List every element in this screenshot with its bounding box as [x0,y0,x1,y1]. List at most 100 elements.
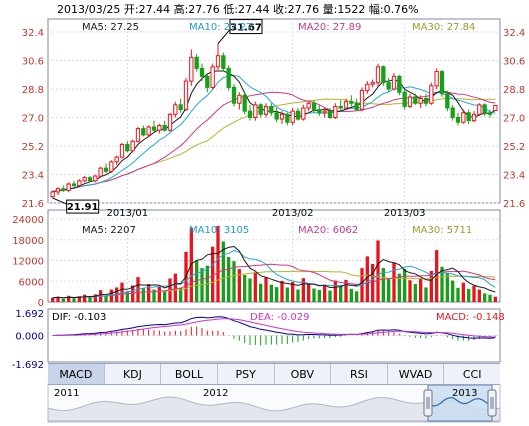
price-y-tick-left: 30.6 [22,57,44,68]
candle-down [455,117,461,123]
candle-down [285,113,290,123]
volume-bar [88,297,92,302]
high-callout-box [229,19,263,35]
dea-line [52,318,496,338]
volume-bar [152,289,156,302]
volume-bar [248,278,252,302]
tab-obv[interactable]: OBV [275,364,332,384]
volume-bar [163,290,167,302]
volume-bar [141,288,145,302]
price-y-tick-left: 25.2 [22,142,44,153]
volume-bar [413,284,417,302]
high-price-label: 31.67 [230,23,262,34]
volume-bar [488,294,492,302]
volume-bar [243,275,247,302]
candle-down [178,104,183,111]
candle-up [418,98,423,104]
volume-bar [365,256,369,302]
candle-up [77,180,82,187]
candle-up [365,83,370,92]
volume-legend-ma30: MA30: 5711 [412,225,472,236]
candle-down [338,105,343,109]
volume-bar [328,290,332,302]
volume-bar [77,296,81,302]
candle-up [135,128,141,142]
volume-bar [317,289,321,302]
volume-bar [237,269,241,302]
candle-up [146,126,151,136]
candle-down [258,104,263,115]
high-callout-line [217,29,231,44]
volume-bar [56,296,60,302]
candle-down [71,183,77,187]
candle-up [461,112,466,123]
tab-rsi[interactable]: RSI [331,364,388,384]
candle-up [477,104,482,115]
volume-bar [83,294,87,302]
candle-up [375,66,381,84]
volume-bar [312,288,316,302]
tab-wvad[interactable]: WVAD [388,364,445,384]
candle-up [130,140,135,152]
volume-bar [461,282,465,302]
price-y-tick-right: 21.6 [503,199,525,210]
candle-up [157,124,162,131]
price-y-tick-left: 27.0 [22,114,44,125]
candle-down [487,112,493,115]
volume-bar [280,280,284,302]
volume-y-tick: 12000 [12,257,44,268]
candle-down [151,126,157,131]
volume-y-tick: 0 [38,298,44,309]
volume-bar [381,268,385,302]
candle-down [269,105,274,114]
volume-bar [301,278,305,302]
volume-bar [467,288,471,302]
low-callout-box [66,199,100,214]
tab-macd[interactable]: MACD [48,364,105,384]
candle-down [274,112,279,120]
candle-down [386,82,391,90]
volume-legend-ma5: MA5: 2207 [82,225,136,236]
candle-up [306,102,311,109]
volume-bar [408,280,412,302]
candle-up [55,188,61,193]
candle-up [493,104,498,112]
candle-up [215,55,221,68]
candle-down [103,167,109,172]
price-y-tick-right: 25.2 [503,142,525,153]
volume-bar [419,278,423,302]
range-handle-left[interactable] [423,389,433,417]
candle-up [93,175,98,182]
price-legend-ma5: MA5: 27.25 [82,22,139,33]
price-legend-ma30: MA30: 27.84 [412,22,475,33]
price-x-tick: 2013/03 [384,208,426,219]
candle-down [466,112,471,122]
candle-up [98,167,103,177]
volume-bar [61,298,65,302]
price-legend-ma20: MA20: 27.89 [298,22,361,33]
volume-bar [339,286,343,302]
candle-down [194,56,199,69]
candle-up [391,75,397,90]
range-handle-right[interactable] [487,389,497,417]
tab-boll[interactable]: BOLL [161,364,218,384]
price-x-tick: 2013/02 [272,208,314,219]
volume-bar [429,270,433,302]
candle-up [279,113,285,120]
volume-bar [264,277,268,302]
tab-kdj[interactable]: KDJ [105,364,162,384]
candle-up [119,143,125,158]
candle-down [231,86,237,104]
tab-cci[interactable]: CCI [462,367,482,381]
macd-legend-macd: MACD: -0.148 [436,312,505,323]
volume-bar [333,280,337,302]
candle-up [290,110,295,123]
candle-up [50,191,55,198]
volume-bar [157,286,161,302]
price-y-tick-right: 23.4 [503,171,525,182]
volume-bar [72,298,76,302]
volume-bar [285,287,289,302]
tab-psy[interactable]: PSY [218,364,275,384]
